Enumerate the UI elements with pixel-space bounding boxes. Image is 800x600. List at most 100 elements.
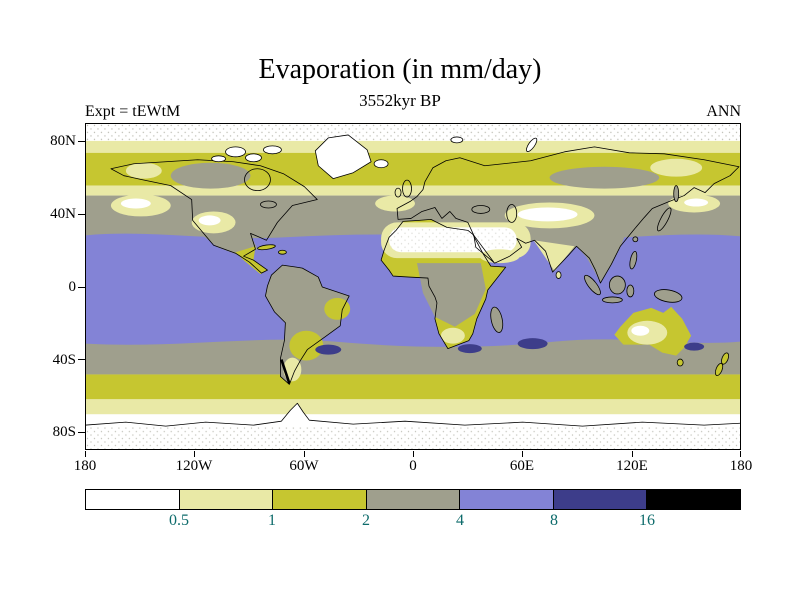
- australia-interior-white: [631, 325, 650, 336]
- sakhalin: [673, 185, 680, 202]
- india-pale: [533, 240, 575, 272]
- arctic-island: [245, 153, 262, 163]
- x-tick-mark: [85, 451, 86, 457]
- central-asia-white-core: [517, 207, 578, 222]
- y-axis-label-40s: 40S: [52, 352, 76, 368]
- greenland: [314, 134, 372, 180]
- sri-lanka: [555, 271, 562, 279]
- sw-us-desert-white: [198, 215, 221, 226]
- siberia-gray-patch: [549, 166, 660, 189]
- ne-siberia-pale-patch: [650, 158, 703, 177]
- x-axis-label-60e: 60E: [509, 458, 535, 474]
- natlantic-pale-patch: [375, 195, 415, 212]
- colorbar-bin-0.5-1: [178, 490, 273, 509]
- colorbar-label-4: 4: [456, 512, 464, 529]
- y-tick-mark: [78, 214, 85, 215]
- coastline-south-america: [265, 264, 350, 385]
- dark-blue-patch-tasman: [684, 342, 705, 351]
- hispaniola: [278, 249, 287, 255]
- japan: [657, 207, 672, 232]
- x-axis-label-0: 0: [409, 458, 417, 474]
- world-map-plot: [86, 124, 740, 449]
- iceland: [373, 159, 389, 169]
- sahara-stipple: [389, 227, 517, 253]
- colorbar-bin-8-16: [552, 490, 647, 509]
- x-axis-label-120w: 120W: [175, 458, 213, 474]
- band-subantarctic-olive: [86, 374, 740, 400]
- colorbar-label-2: 2: [362, 512, 370, 529]
- sumatra: [584, 274, 601, 296]
- coastline-eurasia: [396, 146, 740, 284]
- colorbar-label-1: 1: [268, 512, 276, 529]
- plot-title: Evaporation (in mm/day): [258, 54, 542, 85]
- colorbar-label-0.5: 0.5: [169, 512, 189, 529]
- dark-blue-patch-agulhas: [457, 344, 482, 354]
- x-axis-label-120e: 120E: [616, 458, 648, 474]
- madagascar: [490, 306, 504, 333]
- colorbar-label-8: 8: [550, 512, 558, 529]
- philippines: [629, 250, 638, 270]
- y-tick-mark: [78, 287, 85, 288]
- npacific-east-white-patch: [120, 198, 151, 209]
- band-antarctic-pale: [86, 399, 740, 415]
- canada-gray-patch: [170, 162, 251, 189]
- y-tick-mark: [78, 432, 85, 433]
- africa-interior-gray: [416, 263, 486, 327]
- borneo: [609, 275, 626, 295]
- npacific-west-white-patch: [684, 198, 709, 207]
- x-tick-mark: [740, 451, 741, 457]
- x-tick-mark: [194, 451, 195, 457]
- sulawesi: [626, 284, 635, 298]
- south-arabia-pale: [479, 249, 520, 264]
- x-axis-label-60w: 60W: [289, 458, 319, 474]
- chile-fjord-coast: [280, 359, 291, 384]
- band-arctic-pale: [86, 140, 740, 153]
- alaska-pale-patch: [125, 162, 162, 179]
- cuba: [257, 244, 276, 251]
- new-guinea: [654, 289, 683, 303]
- black-sea-outline: [471, 205, 491, 214]
- y-axis-label-80n: 80N: [50, 133, 76, 149]
- colorbar-bin-2-4: [365, 490, 460, 509]
- svalbard: [450, 136, 464, 144]
- y-tick-mark: [78, 141, 85, 142]
- band-nmid-pale: [86, 185, 740, 196]
- arctic-island: [211, 155, 226, 163]
- colorbar-bin-1-2: [272, 490, 366, 509]
- x-tick-mark: [304, 451, 305, 457]
- coastline-africa: [380, 219, 507, 350]
- new-zealand-south: [714, 362, 724, 376]
- dark-blue-patch-s-indian: [517, 338, 548, 350]
- southern-cone-olive: [289, 330, 324, 361]
- x-axis-label-180w: 180: [73, 458, 97, 474]
- novaya-zemlya: [526, 137, 538, 153]
- dark-blue-patch-brazil-current: [315, 344, 342, 355]
- colorbar-bin-lt-0.5: [86, 490, 179, 509]
- experiment-label: Expt = tEWtM: [85, 103, 181, 120]
- great-britain: [402, 179, 412, 198]
- colorbar: [85, 489, 741, 510]
- taiwan: [632, 236, 639, 243]
- regional-patches: [110, 158, 721, 385]
- y-tick-mark: [78, 359, 85, 360]
- great-lakes-outline: [260, 200, 277, 209]
- hudson-bay-outline: [244, 168, 271, 191]
- java: [602, 296, 623, 304]
- kalahari-pale: [440, 327, 465, 344]
- arctic-island: [225, 146, 246, 158]
- y-axis-label-40n: 40N: [50, 206, 76, 222]
- plot-subtitle: 3552kyr BP: [359, 91, 441, 110]
- south-america-land-base: [265, 265, 350, 385]
- antarctic-stipple: [86, 427, 740, 449]
- colorbar-label-16: 16: [639, 512, 655, 529]
- ne-brazil-olive: [324, 297, 351, 320]
- x-tick-mark: [522, 451, 523, 457]
- season-label: ANN: [706, 103, 741, 120]
- arctic-island: [263, 145, 282, 155]
- coastline-north-america: [110, 159, 318, 274]
- y-axis-label-eq: 0: [68, 279, 77, 295]
- y-axis-label-80s: 80S: [52, 424, 76, 440]
- colorbar-bin-4-8: [459, 490, 553, 509]
- arctic-stipple: [86, 124, 740, 141]
